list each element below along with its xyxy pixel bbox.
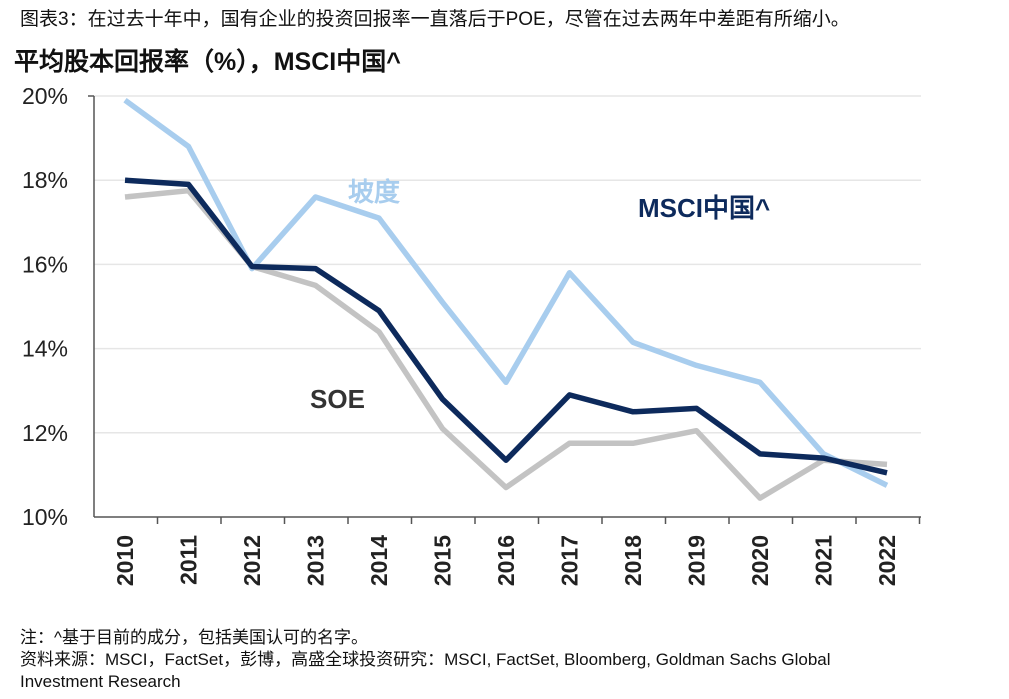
x-tick-label-2014: 2014 — [366, 535, 392, 586]
series-label-1: MSCI中国^ — [638, 193, 770, 223]
note-line: 注：^基于目前的成分，包括美国认可的名字。 — [20, 628, 368, 647]
y-tick-label-18: 18% — [22, 167, 68, 193]
y-tick-label-16: 16% — [22, 251, 68, 277]
x-tick-label-2015: 2015 — [430, 535, 456, 586]
gridlines — [94, 95, 921, 434]
x-tick-label-2011: 2011 — [176, 535, 202, 585]
chart-title: 平均股本回报率（%），MSCI中国^ — [14, 48, 401, 76]
series-label-0: 坡度 — [348, 177, 400, 207]
source-line-continued: Investment Research — [20, 672, 181, 691]
x-tick-label-2019: 2019 — [684, 535, 710, 586]
series-lines — [123, 97, 889, 501]
x-tick-label-2021: 2021 — [811, 535, 837, 586]
series-line-0 — [123, 97, 889, 488]
y-tick-label-14: 14% — [22, 336, 68, 362]
series-label-2: SOE — [310, 384, 365, 414]
x-tick-label-2020: 2020 — [747, 535, 773, 586]
x-tick-label-2018: 2018 — [620, 535, 646, 586]
x-tick-label-2022: 2022 — [874, 535, 900, 586]
source-line: 资料来源：MSCI，FactSet，彭博，高盛全球投资研究：MSCI, Fact… — [20, 650, 831, 669]
y-tick-label-20: 20% — [22, 83, 68, 109]
y-tick-label-12: 12% — [22, 420, 68, 446]
y-tick-label-10: 10% — [22, 504, 68, 530]
x-tick-label-2013: 2013 — [303, 535, 329, 586]
x-tick-label-2010: 2010 — [112, 535, 138, 586]
x-tick-label-2017: 2017 — [557, 535, 583, 586]
figure-title: 图表3：在过去十年中，国有企业的投资回报率一直落后于POE，尽管在过去两年中差距… — [20, 9, 850, 30]
x-tick-label-2012: 2012 — [239, 535, 265, 586]
series-labels: 坡度 MSCI中国^ SOE — [310, 177, 770, 414]
series-line-1 — [124, 177, 888, 476]
x-tick-label-2016: 2016 — [493, 535, 519, 586]
chart-notes: 注：^基于目前的成分，包括美国认可的名字。 资料来源：MSCI，FactSet，… — [20, 627, 831, 693]
axes: 10% 12% 14% 16% 18% 20% 2010 2011 2012 2013 2014 20… — [22, 83, 921, 586]
